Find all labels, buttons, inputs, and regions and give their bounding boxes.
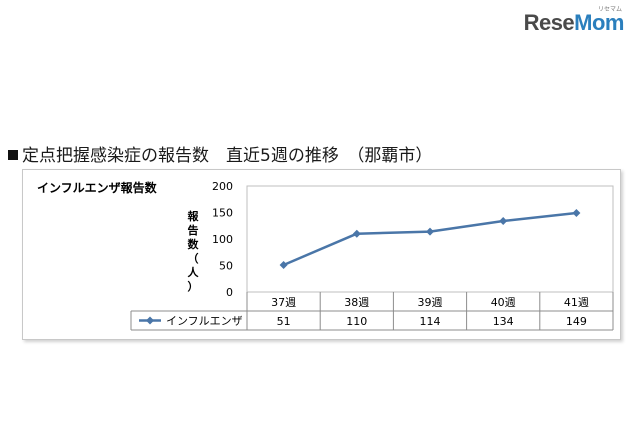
table-value-cell: 134	[493, 315, 514, 328]
y-axis-label-char: 告	[188, 223, 199, 237]
page-heading: 定点把握感染症の報告数 直近5週の推移 （那覇市）	[8, 141, 432, 166]
table-value-cell: 51	[277, 315, 291, 328]
data-point-marker	[279, 260, 288, 269]
data-point-marker	[352, 229, 361, 238]
x-category-label: 38週	[344, 296, 369, 309]
y-axis-label-char: ）	[188, 280, 199, 293]
logo-kana: リセマム	[597, 6, 622, 13]
y-tick-label: 150	[212, 207, 233, 220]
y-axis-label-char: （	[188, 252, 199, 265]
logo-text-accent: Mom	[574, 10, 624, 35]
y-axis-label-char: 人	[188, 265, 200, 279]
y-tick-label: 0	[226, 286, 233, 299]
table-value-cell: 149	[566, 315, 587, 328]
chart-panel: インフルエンザ報告数報告数（人） 0 50 100 150 200 37週 38週 39週 40週…	[22, 169, 621, 340]
data-point-marker	[426, 227, 434, 236]
heading-text: 定点把握感染症の報告数 直近5週の推移 （那覇市）	[22, 146, 433, 166]
y-tick-label: 200	[212, 180, 233, 193]
data-point-marker	[499, 216, 508, 225]
plot-area	[246, 185, 614, 293]
table-value-cell: 110	[346, 315, 367, 328]
table-value-cell: 114	[420, 315, 441, 328]
legend-marker-swatch	[146, 316, 154, 325]
logo-text-main: Rese	[523, 10, 575, 35]
x-category-label: 40週	[491, 296, 516, 309]
y-tick-label: 100	[212, 233, 233, 246]
square-bullet-icon	[8, 150, 18, 160]
y-tick-label: 50	[219, 260, 233, 273]
chart-title: インフルエンザ報告数	[37, 180, 158, 195]
legend-series-name: インフルエンザ	[166, 315, 243, 328]
x-category-label: 37週	[271, 296, 296, 309]
y-axis-label-char: 報	[188, 209, 200, 223]
y-axis-label-char: 数	[188, 237, 200, 251]
resemom-logo: ReseMom	[523, 10, 625, 36]
data-point-marker	[572, 209, 581, 218]
x-category-label: 41週	[564, 296, 589, 309]
x-category-label: 39週	[418, 296, 443, 309]
series-line	[283, 211, 577, 267]
